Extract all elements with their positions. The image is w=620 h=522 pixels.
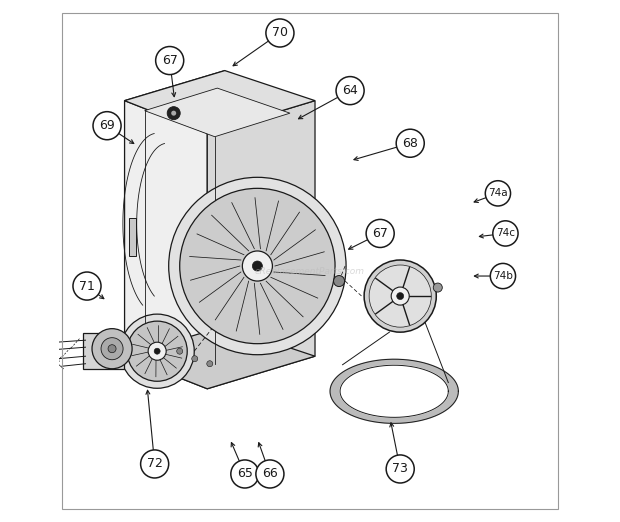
- Circle shape: [396, 129, 424, 157]
- Polygon shape: [144, 88, 290, 137]
- Circle shape: [369, 265, 432, 327]
- Circle shape: [169, 177, 346, 355]
- Circle shape: [192, 355, 198, 362]
- Circle shape: [252, 261, 262, 271]
- Circle shape: [127, 321, 187, 381]
- Text: 69: 69: [99, 119, 115, 132]
- Text: 67: 67: [372, 227, 388, 240]
- Circle shape: [334, 276, 345, 287]
- Text: 74b: 74b: [493, 271, 513, 281]
- Bar: [128, 218, 136, 256]
- Polygon shape: [125, 101, 207, 389]
- Circle shape: [366, 219, 394, 247]
- Text: 66: 66: [262, 468, 278, 480]
- Text: eReplacementParts.com: eReplacementParts.com: [255, 267, 365, 276]
- Circle shape: [171, 111, 176, 116]
- Circle shape: [108, 345, 116, 353]
- Circle shape: [391, 287, 409, 305]
- Polygon shape: [340, 365, 448, 418]
- Circle shape: [397, 292, 404, 300]
- Circle shape: [206, 361, 213, 367]
- Text: 74c: 74c: [496, 229, 515, 239]
- Circle shape: [154, 348, 160, 354]
- Circle shape: [266, 19, 294, 47]
- Circle shape: [485, 181, 510, 206]
- Polygon shape: [330, 359, 458, 423]
- Circle shape: [177, 348, 183, 354]
- Circle shape: [242, 251, 272, 281]
- Circle shape: [148, 342, 166, 360]
- Text: 68: 68: [402, 137, 418, 150]
- Circle shape: [93, 112, 121, 140]
- Text: 70: 70: [272, 27, 288, 40]
- Text: 73: 73: [392, 462, 408, 476]
- Circle shape: [386, 455, 414, 483]
- Circle shape: [167, 106, 180, 120]
- Circle shape: [433, 283, 442, 292]
- Circle shape: [336, 77, 364, 104]
- Circle shape: [73, 272, 101, 300]
- Text: 65: 65: [237, 468, 253, 480]
- Polygon shape: [125, 326, 315, 389]
- FancyBboxPatch shape: [84, 333, 123, 369]
- Polygon shape: [207, 101, 315, 389]
- Circle shape: [364, 260, 436, 332]
- Circle shape: [180, 188, 335, 343]
- Text: 64: 64: [342, 84, 358, 97]
- Polygon shape: [125, 70, 315, 133]
- Circle shape: [156, 46, 184, 75]
- Circle shape: [231, 460, 259, 488]
- Text: 74a: 74a: [488, 188, 508, 198]
- Text: 71: 71: [79, 280, 95, 292]
- Circle shape: [490, 264, 516, 289]
- Text: 72: 72: [147, 457, 162, 470]
- Circle shape: [256, 460, 284, 488]
- Text: 67: 67: [162, 54, 177, 67]
- Circle shape: [120, 314, 194, 388]
- Circle shape: [92, 329, 132, 369]
- Circle shape: [141, 450, 169, 478]
- Polygon shape: [125, 70, 225, 356]
- Circle shape: [493, 221, 518, 246]
- Circle shape: [101, 338, 123, 360]
